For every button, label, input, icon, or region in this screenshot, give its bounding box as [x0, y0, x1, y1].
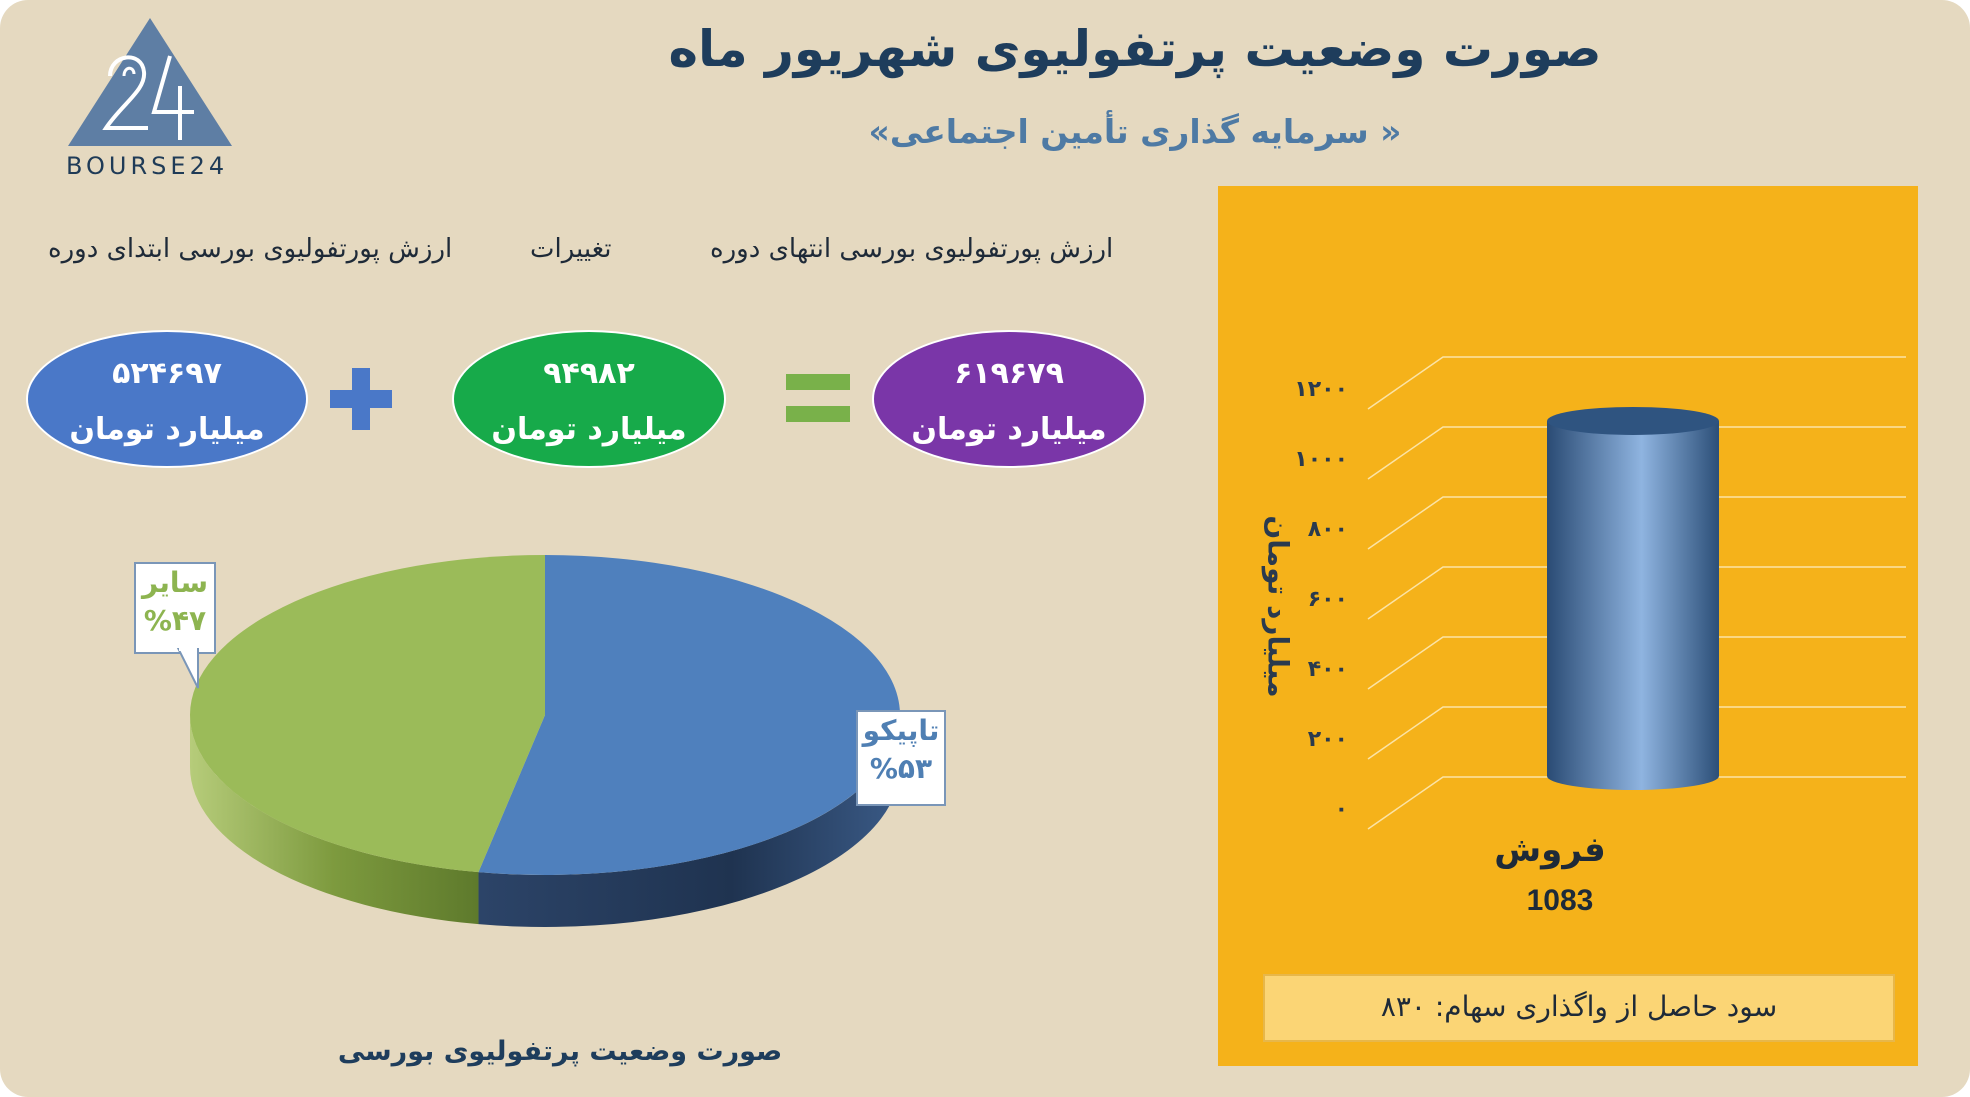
bar-y-tick-label: ۲۰۰ [1308, 727, 1348, 752]
bar-gridline [1367, 356, 1906, 410]
pie-callout-tapico: تاپیکو %۵۳ [856, 710, 946, 806]
pie-caption: صورت وضعیت پرتفولیوی بورسی [337, 1036, 783, 1067]
bar-chart-panel: ۰ ۲۰۰ ۴۰۰ ۶۰۰ ۸۰۰ ۱۰۰۰ ۱۲۰۰ [1218, 186, 1918, 1066]
start-label: ارزش پورتفولیوی بورسی ابتدای دوره [48, 234, 453, 264]
end-value-ellipse: ۶۱۹۶۷۹ میلیارد تومان [872, 330, 1146, 468]
pie-callout-other: سایر %۴۷ [134, 562, 216, 654]
page-subtitle: «سرمایه گذاری تأمین اجتماعی » [868, 112, 1402, 151]
plus-icon [330, 368, 392, 430]
bar-y-tick-label: ۴۰۰ [1308, 657, 1348, 682]
change-unit: میلیارد تومان [491, 412, 687, 447]
change-value-ellipse: ۹۴۹۸۲ میلیارد تومان [452, 330, 726, 468]
bar-category-label: فروش [1494, 830, 1606, 870]
pie-label-other: سایر [142, 566, 208, 599]
bar-chart: ۰ ۲۰۰ ۴۰۰ ۶۰۰ ۸۰۰ ۱۰۰۰ ۱۲۰۰ [1294, 356, 1906, 830]
equals-icon [786, 374, 850, 422]
start-value: ۵۲۴۶۹۷ [112, 356, 222, 391]
bar-y-tick-label: ۰ [1335, 797, 1348, 822]
pie-slice-0 [478, 555, 901, 875]
logo-text: BOURSE24 [66, 152, 229, 180]
bar-value-label: 1083 [1526, 884, 1594, 917]
pie-chart [190, 555, 901, 927]
bar-y-tick-label: ۱۲۰۰ [1294, 377, 1348, 402]
start-value-ellipse: ۵۲۴۶۹۷ میلیارد تومان [26, 330, 308, 468]
page-title: صورت وضعیت پرتفولیوی شهریور ماه [668, 20, 1602, 78]
end-label: ارزش پورتفولیوی بورسی انتهای دوره [710, 234, 1114, 264]
bar-gridline [1367, 706, 1906, 760]
bar-gridline [1367, 566, 1906, 620]
profit-note: سود حاصل از واگذاری سهام: ۸۳۰ [1263, 974, 1895, 1042]
bar-sales-top [1547, 406, 1719, 435]
start-unit: میلیارد تومان [69, 412, 265, 447]
bar-y-axis-label: میلیارد تومان [1261, 515, 1295, 698]
bar-y-tick-label: ۶۰۰ [1308, 587, 1348, 612]
pie-value-tapico: %۵۳ [869, 752, 933, 785]
bar-gridline [1367, 426, 1906, 480]
bar-y-tick-label: ۸۰۰ [1308, 517, 1348, 542]
bar-gridline [1367, 636, 1906, 690]
change-label: تغییرات [530, 234, 612, 264]
bar-sales [1547, 420, 1719, 790]
pie-value-other: %۴۷ [143, 604, 207, 637]
bar-gridline [1367, 496, 1906, 550]
end-value: ۶۱۹۶۷۹ [954, 356, 1064, 391]
end-unit: میلیارد تومان [911, 412, 1107, 447]
callout-pointer [176, 648, 199, 689]
bourse24-logo [68, 18, 232, 146]
pie-slice-1 [190, 555, 546, 873]
change-value: ۹۴۹۸۲ [543, 356, 635, 391]
bar-gridline [1367, 776, 1906, 830]
pie-side-1 [190, 715, 479, 925]
pie-side-0 [478, 715, 900, 927]
bar-y-tick-label: ۱۰۰۰ [1294, 447, 1348, 472]
pie-label-tapico: تاپیکو [862, 714, 940, 747]
